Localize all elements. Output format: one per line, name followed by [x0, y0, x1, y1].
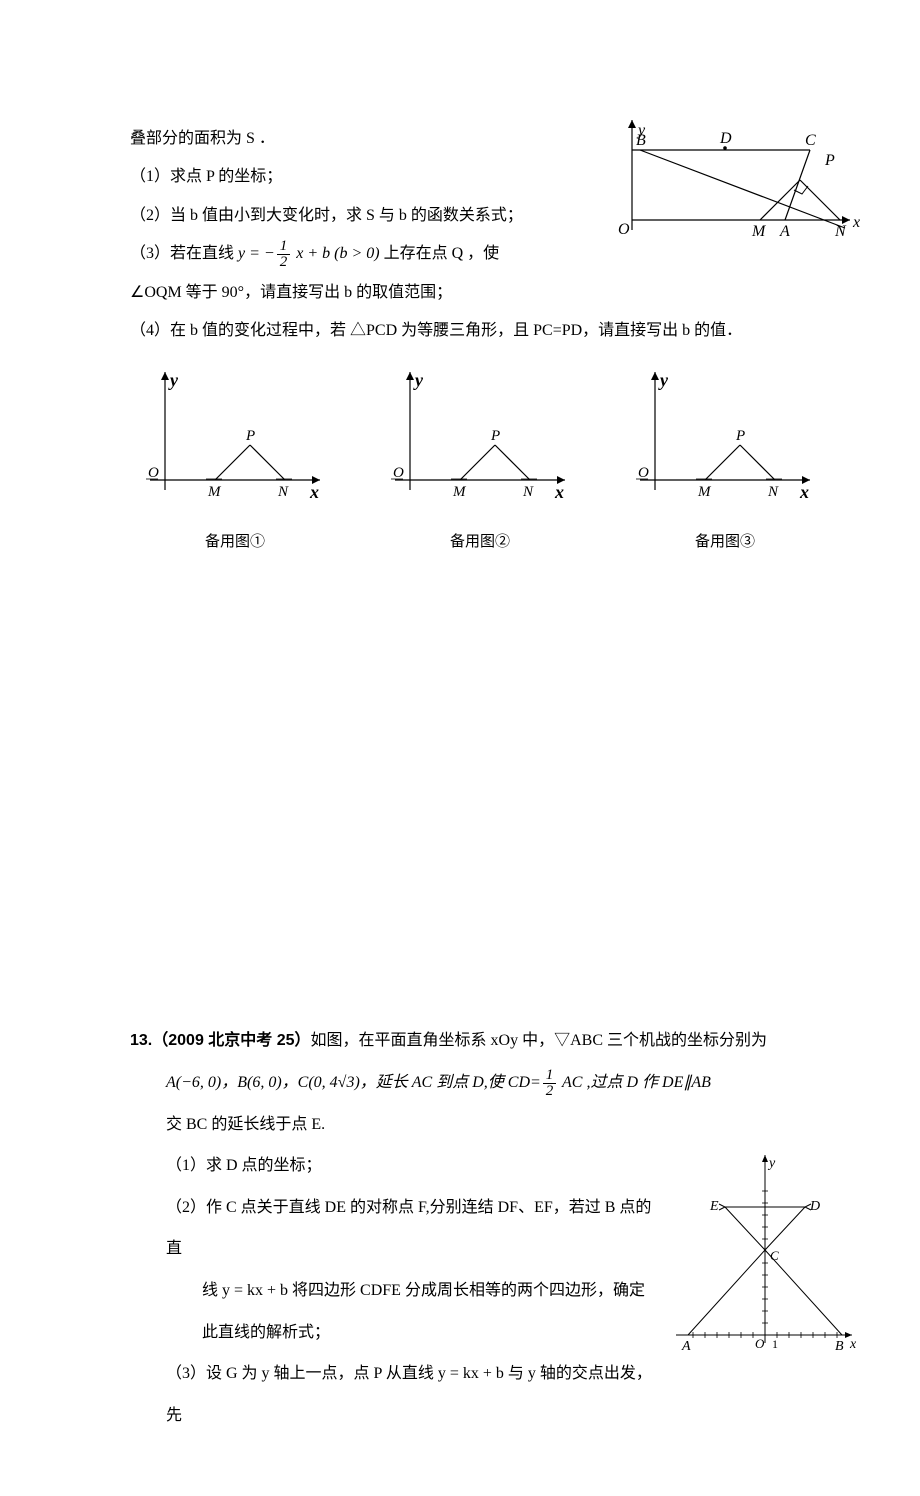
backup-svg-1: y x O M N P: [140, 360, 330, 510]
backup-fig-3: y x O M N P 备用图③: [630, 360, 820, 560]
q12-p3-pre: （3）若在直线: [130, 245, 238, 262]
label-C: C: [805, 132, 816, 149]
bf1-x: x: [309, 482, 319, 502]
q13-coords-math: A(−6, 0)，B(6, 0)，C(0, 4√3)，延长 AC 到点 D,使 …: [166, 1074, 541, 1091]
q13-x: x: [849, 1337, 857, 1352]
label-N: N: [834, 223, 847, 240]
backup-caption-3: 备用图③: [630, 524, 820, 560]
vertical-gap: [130, 560, 860, 1020]
eq-mid: x + b (b > 0): [292, 245, 379, 262]
q13-C: C: [770, 1248, 779, 1263]
eq-den: 2: [277, 255, 291, 270]
q12-p3-post: 上存在点 Q ，使: [384, 245, 500, 262]
q13-O: O: [755, 1336, 765, 1351]
bf2-y: y: [413, 370, 424, 390]
bf3-N: N: [767, 484, 779, 500]
q13-D: D: [809, 1199, 820, 1214]
label-P: P: [824, 152, 835, 169]
bf3-P: P: [735, 428, 745, 444]
bf2-x: x: [554, 482, 564, 502]
label-A: A: [779, 223, 790, 240]
backup-svg-2: y x O M N P: [385, 360, 575, 510]
label-B: B: [636, 132, 646, 149]
q12-main-figure: y x O B D C P M A N: [610, 110, 860, 285]
q13-y: y: [767, 1156, 776, 1171]
label-x: x: [852, 214, 860, 231]
bf1-M: M: [207, 484, 222, 500]
q13-1: 1: [772, 1337, 778, 1351]
q13-B: B: [835, 1339, 844, 1354]
q13-E: E: [709, 1199, 719, 1214]
q13-heading-rest: 如图，在平面直角坐标系 xOy 中，▽ABC 三个机战的坐标分别为: [311, 1032, 767, 1049]
q12-main-svg: y x O B D C P M A N: [610, 110, 860, 270]
bf3-M: M: [697, 484, 712, 500]
q13-svg: y x O 1 A B C D E: [670, 1145, 860, 1365]
q13-heading: 13.（2009 北京中考 25）如图，在平面直角坐标系 xOy 中，▽ABC …: [130, 1020, 860, 1062]
bf2-M: M: [452, 484, 467, 500]
q13-coords-2: 交 BC 的延长线于点 E.: [130, 1104, 860, 1146]
q12-p3-eq: y = −12 x + b (b > 0): [238, 245, 384, 262]
q13-heading-bold: 13.（2009 北京中考 25）: [130, 1032, 311, 1049]
q13-block: 13.（2009 北京中考 25）如图，在平面直角坐标系 xOy 中，▽ABC …: [130, 1020, 860, 1436]
backup-caption-1: 备用图①: [140, 524, 330, 560]
q13-figure: y x O 1 A B C D E: [670, 1145, 860, 1380]
bf3-x: x: [799, 482, 809, 502]
backup-fig-2: y x O M N P 备用图②: [385, 360, 575, 560]
backup-fig-1: y x O M N P 备用图①: [140, 360, 330, 560]
bf1-y: y: [168, 370, 179, 390]
q12-backup-figures: y x O M N P 备用图① y x O M N P: [130, 360, 860, 560]
label-O: O: [618, 221, 630, 238]
q13-A: A: [681, 1339, 691, 1354]
bf2-N: N: [522, 484, 534, 500]
eq-lhs: y = −: [238, 245, 275, 262]
backup-svg-3: y x O M N P: [630, 360, 820, 510]
bf2-P: P: [490, 428, 500, 444]
label-D: D: [719, 130, 732, 147]
backup-caption-2: 备用图②: [385, 524, 575, 560]
bf1-P: P: [245, 428, 255, 444]
q13-frac-num: 1: [543, 1068, 557, 1084]
q13-coords-post: AC ,过点 D 作 DE∥AB: [558, 1074, 711, 1091]
q13-frac-den: 2: [543, 1084, 557, 1099]
label-M: M: [751, 223, 767, 240]
bf3-y: y: [658, 370, 669, 390]
bf1-N: N: [277, 484, 289, 500]
q12-part4: （4）在 b 值的变化过程中，若 △PCD 为等腰三角形，且 PC=PD，请直接…: [130, 312, 860, 350]
q13-coords: A(−6, 0)，B(6, 0)，C(0, 4√3)，延长 AC 到点 D,使 …: [130, 1062, 860, 1104]
eq-num: 1: [277, 239, 291, 255]
